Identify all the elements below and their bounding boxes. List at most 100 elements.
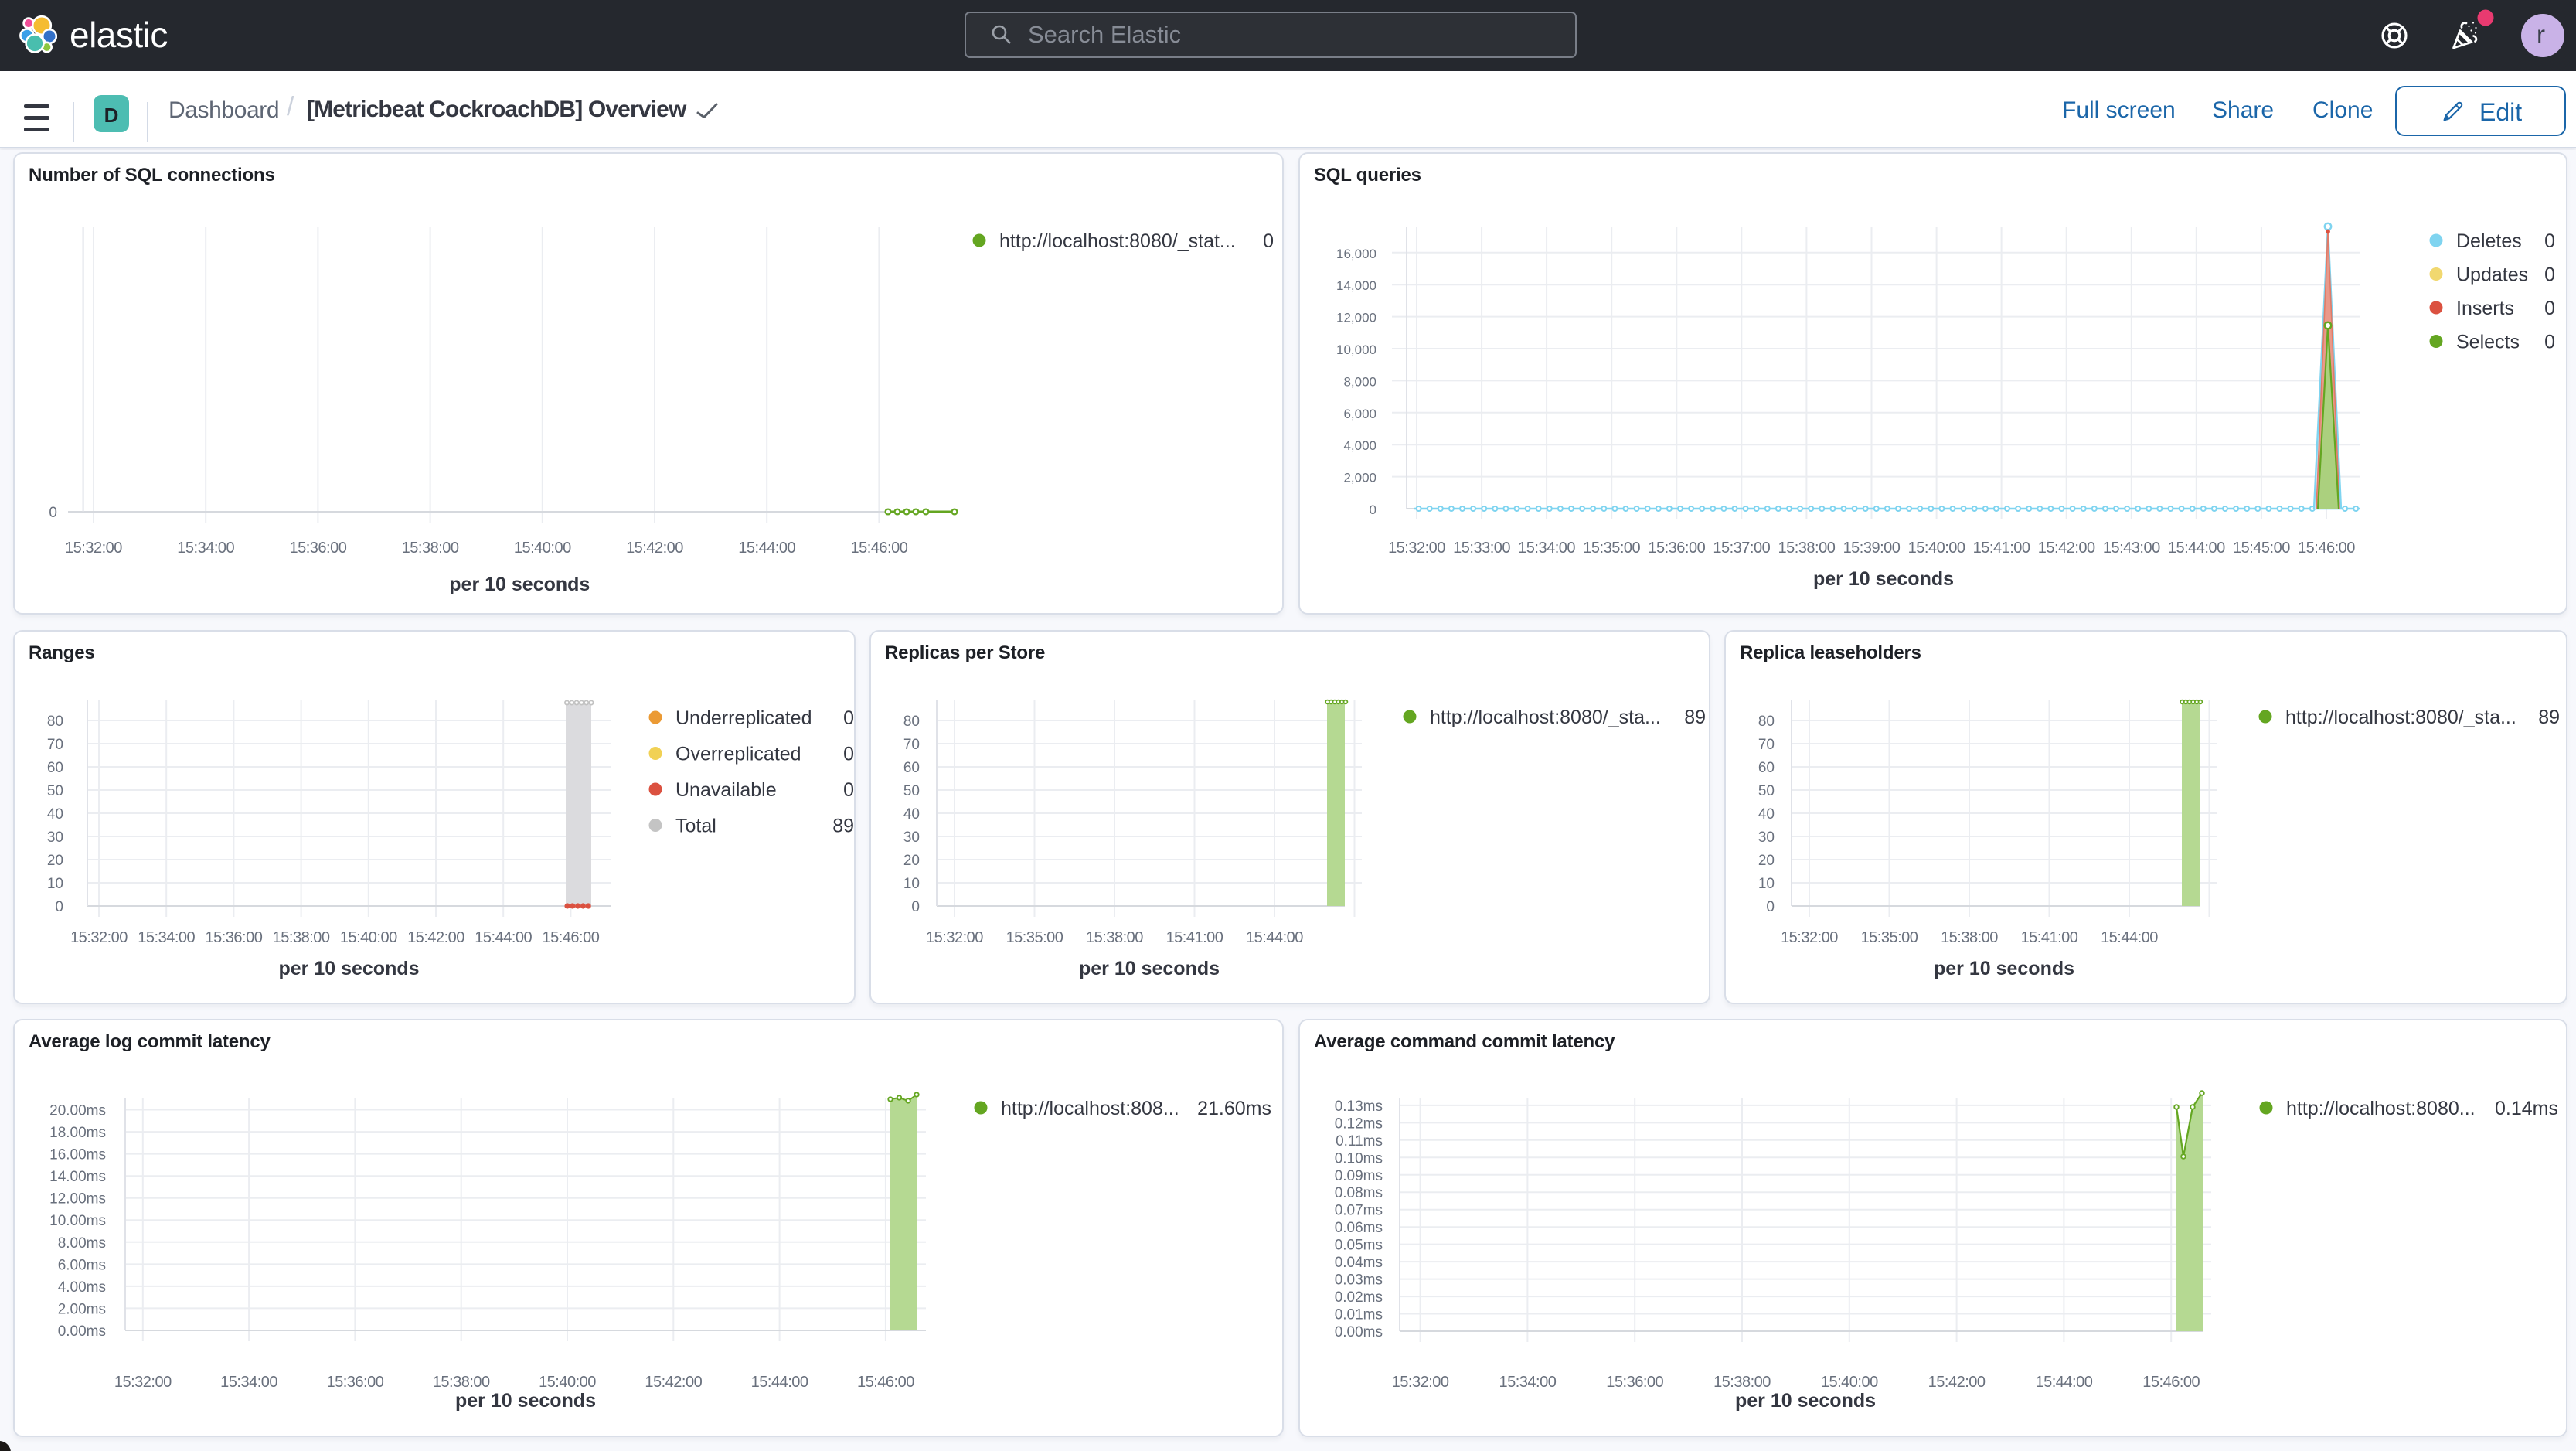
svg-text:40: 40 bbox=[1758, 806, 1775, 823]
svg-text:4.00ms: 4.00ms bbox=[58, 1279, 106, 1296]
svg-text:15:38:00: 15:38:00 bbox=[1941, 929, 1998, 946]
svg-text:10: 10 bbox=[903, 876, 920, 892]
svg-text:10: 10 bbox=[47, 876, 63, 892]
svg-text:15:45:00: 15:45:00 bbox=[2233, 540, 2290, 557]
svg-text:0.02ms: 0.02ms bbox=[1335, 1289, 1383, 1306]
svg-text:15:34:00: 15:34:00 bbox=[1499, 1374, 1556, 1391]
svg-text:15:33:00: 15:33:00 bbox=[1453, 540, 1510, 557]
svg-text:Selects: Selects bbox=[2456, 332, 2520, 353]
svg-text:15:38:00: 15:38:00 bbox=[1778, 540, 1835, 557]
svg-text:15:44:00: 15:44:00 bbox=[751, 1374, 808, 1391]
svg-text:12.00ms: 12.00ms bbox=[49, 1191, 106, 1207]
svg-text:15:32:00: 15:32:00 bbox=[926, 929, 983, 946]
svg-text:70: 70 bbox=[47, 737, 63, 753]
svg-text:30: 30 bbox=[1758, 829, 1775, 846]
svg-text:Updates: Updates bbox=[2456, 264, 2528, 286]
svg-text:0.01ms: 0.01ms bbox=[1335, 1307, 1383, 1323]
svg-text:16.00ms: 16.00ms bbox=[49, 1147, 106, 1163]
svg-text:15:34:00: 15:34:00 bbox=[220, 1374, 277, 1391]
svg-text:0: 0 bbox=[2544, 332, 2555, 353]
svg-text:15:44:00: 15:44:00 bbox=[2101, 929, 2158, 946]
svg-text:15:44:00: 15:44:00 bbox=[2035, 1374, 2092, 1391]
svg-text:15:35:00: 15:35:00 bbox=[1583, 540, 1640, 557]
svg-text:15:38:00: 15:38:00 bbox=[1086, 929, 1143, 946]
svg-text:15:41:00: 15:41:00 bbox=[1973, 540, 2030, 557]
svg-text:15:34:00: 15:34:00 bbox=[177, 540, 234, 557]
svg-text:2,000: 2,000 bbox=[1343, 471, 1376, 485]
svg-text:15:32:00: 15:32:00 bbox=[114, 1374, 172, 1391]
svg-text:15:44:00: 15:44:00 bbox=[1246, 929, 1303, 946]
svg-text:0.06ms: 0.06ms bbox=[1335, 1220, 1383, 1236]
svg-text:0: 0 bbox=[49, 505, 57, 521]
svg-text:0.12ms: 0.12ms bbox=[1335, 1115, 1383, 1132]
svg-text:per 10 seconds: per 10 seconds bbox=[449, 574, 590, 595]
svg-text:15:38:00: 15:38:00 bbox=[433, 1374, 490, 1391]
svg-text:15:40:00: 15:40:00 bbox=[1821, 1374, 1878, 1391]
svg-text:15:35:00: 15:35:00 bbox=[1006, 929, 1063, 946]
svg-text:0.14ms: 0.14ms bbox=[2495, 1098, 2558, 1119]
svg-text:15:44:00: 15:44:00 bbox=[738, 540, 795, 557]
svg-text:16,000: 16,000 bbox=[1336, 247, 1376, 261]
svg-text:10: 10 bbox=[1758, 876, 1775, 892]
svg-text:8,000: 8,000 bbox=[1343, 374, 1376, 389]
svg-text:0.05ms: 0.05ms bbox=[1335, 1238, 1383, 1254]
svg-text:60: 60 bbox=[1758, 760, 1775, 776]
svg-text:0.13ms: 0.13ms bbox=[1335, 1098, 1383, 1115]
svg-text:http://localhost:8080/_sta...: http://localhost:8080/_sta... bbox=[2285, 707, 2516, 728]
svg-text:0: 0 bbox=[2544, 264, 2555, 286]
svg-text:per 10 seconds: per 10 seconds bbox=[1934, 958, 2074, 979]
svg-text:15:40:00: 15:40:00 bbox=[340, 929, 397, 946]
svg-text:15:32:00: 15:32:00 bbox=[65, 540, 122, 557]
svg-text:per 10 seconds: per 10 seconds bbox=[455, 1390, 596, 1412]
svg-text:15:42:00: 15:42:00 bbox=[626, 540, 683, 557]
svg-text:80: 80 bbox=[47, 714, 63, 730]
svg-text:15:41:00: 15:41:00 bbox=[2021, 929, 2078, 946]
svg-text:50: 50 bbox=[1758, 783, 1775, 799]
svg-text:2.00ms: 2.00ms bbox=[58, 1301, 106, 1317]
svg-text:15:43:00: 15:43:00 bbox=[2103, 540, 2160, 557]
svg-text:40: 40 bbox=[903, 806, 920, 823]
svg-text:6,000: 6,000 bbox=[1343, 407, 1376, 421]
svg-text:0: 0 bbox=[2544, 230, 2555, 252]
svg-text:50: 50 bbox=[47, 783, 63, 799]
svg-text:60: 60 bbox=[903, 760, 920, 776]
svg-text:15:46:00: 15:46:00 bbox=[857, 1374, 914, 1391]
svg-text:15:32:00: 15:32:00 bbox=[1781, 929, 1838, 946]
svg-text:15:44:00: 15:44:00 bbox=[475, 929, 532, 946]
svg-text:15:36:00: 15:36:00 bbox=[1606, 1374, 1663, 1391]
svg-text:70: 70 bbox=[1758, 737, 1775, 753]
svg-text:http://localhost:8080/_stat...: http://localhost:8080/_stat... bbox=[999, 230, 1236, 252]
svg-text:15:42:00: 15:42:00 bbox=[1928, 1374, 1986, 1391]
svg-text:15:46:00: 15:46:00 bbox=[850, 540, 907, 557]
svg-text:20.00ms: 20.00ms bbox=[49, 1103, 106, 1119]
svg-text:10.00ms: 10.00ms bbox=[49, 1213, 106, 1229]
svg-text:Inserts: Inserts bbox=[2456, 298, 2514, 319]
svg-text:0.00ms: 0.00ms bbox=[58, 1323, 106, 1340]
svg-text:per 10 seconds: per 10 seconds bbox=[1079, 958, 1220, 979]
svg-text:15:34:00: 15:34:00 bbox=[1518, 540, 1575, 557]
svg-text:15:35:00: 15:35:00 bbox=[1861, 929, 1918, 946]
svg-text:80: 80 bbox=[903, 714, 920, 730]
svg-text:0: 0 bbox=[1263, 230, 1274, 252]
svg-text:20: 20 bbox=[47, 853, 63, 869]
svg-text:0.08ms: 0.08ms bbox=[1335, 1185, 1383, 1201]
svg-text:6.00ms: 6.00ms bbox=[58, 1257, 106, 1273]
svg-text:15:40:00: 15:40:00 bbox=[514, 540, 571, 557]
svg-text:Overreplicated: Overreplicated bbox=[675, 744, 801, 765]
svg-text:60: 60 bbox=[47, 760, 63, 776]
svg-text:15:32:00: 15:32:00 bbox=[70, 929, 128, 946]
svg-text:Total: Total bbox=[675, 816, 716, 837]
svg-text:30: 30 bbox=[903, 829, 920, 846]
svg-text:per 10 seconds: per 10 seconds bbox=[1813, 568, 1954, 590]
svg-text:per 10 seconds: per 10 seconds bbox=[1735, 1390, 1876, 1412]
svg-text:15:36:00: 15:36:00 bbox=[289, 540, 346, 557]
svg-text:0.10ms: 0.10ms bbox=[1335, 1150, 1383, 1167]
svg-text:0: 0 bbox=[2544, 298, 2555, 319]
svg-text:0.03ms: 0.03ms bbox=[1335, 1272, 1383, 1289]
svg-text:per 10 seconds: per 10 seconds bbox=[278, 958, 419, 979]
svg-text:15:42:00: 15:42:00 bbox=[645, 1374, 702, 1391]
svg-text:0.04ms: 0.04ms bbox=[1335, 1255, 1383, 1271]
svg-text:30: 30 bbox=[47, 829, 63, 846]
svg-text:15:40:00: 15:40:00 bbox=[539, 1374, 596, 1391]
svg-text:15:36:00: 15:36:00 bbox=[205, 929, 262, 946]
